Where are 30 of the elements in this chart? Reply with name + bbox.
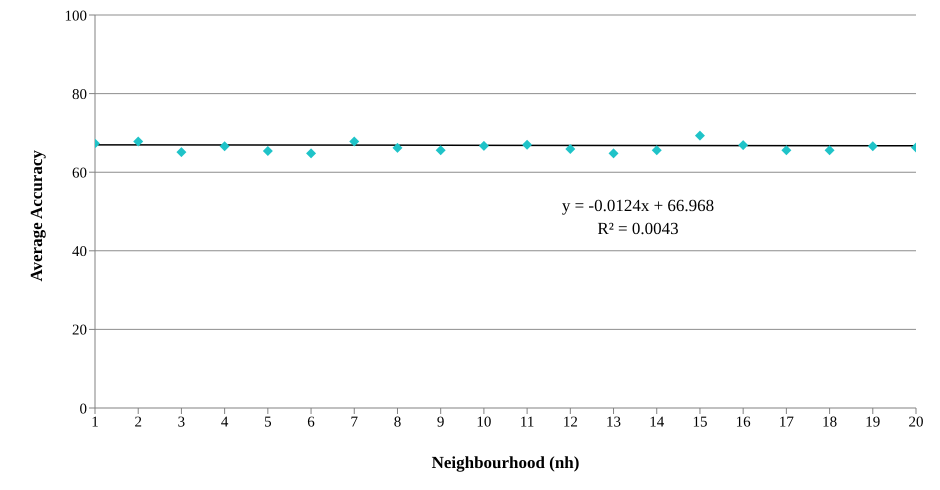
x-tick-label: 9: [436, 414, 444, 431]
x-tick-label: 18: [822, 414, 838, 431]
y-tick-label: 20: [72, 322, 87, 339]
y-tick-label: 60: [72, 166, 87, 182]
x-tick-label: 3: [178, 414, 186, 431]
x-tick-label: 15: [692, 414, 708, 431]
y-axis-title: Average Accuracy: [27, 150, 46, 282]
x-tick-label: 6: [307, 414, 316, 431]
x-tick-label: 8: [394, 414, 402, 431]
y-tick-label: 100: [64, 8, 87, 24]
x-tick-label: 5: [264, 414, 272, 431]
x-tick-label: 11: [520, 414, 534, 431]
x-tick-label: 7: [350, 414, 359, 431]
x-tick-label: 16: [736, 414, 752, 431]
y-tick-label: 0: [80, 401, 87, 418]
annotation: R² = 0.0043: [596, 218, 680, 240]
x-tick-label: 1: [91, 414, 99, 431]
x-tick-label: 2: [134, 414, 142, 431]
x-tick-label: 17: [778, 414, 794, 431]
x-tick-label: 20: [908, 414, 924, 431]
x-axis-title: Neighbourhood (nh): [432, 453, 580, 472]
x-tick-label: 19: [865, 414, 880, 431]
y-tick-label: 80: [72, 86, 87, 103]
x-tick-label: 12: [562, 414, 578, 431]
x-tick-label: 14: [649, 414, 665, 431]
y-tick-label: 40: [72, 244, 87, 260]
x-tick-label: 13: [606, 414, 622, 431]
x-tick-label: 10: [476, 414, 492, 431]
x-tick-label: 4: [220, 414, 229, 431]
annotation: y = -0.0124x + 66.968: [560, 195, 716, 217]
